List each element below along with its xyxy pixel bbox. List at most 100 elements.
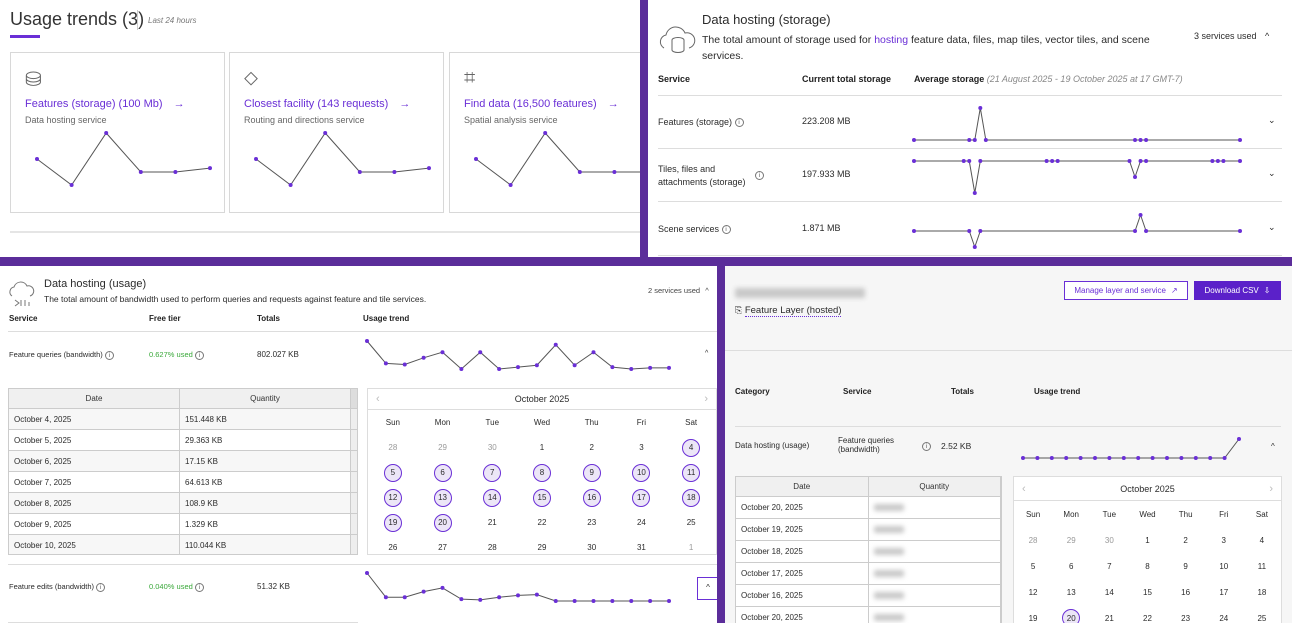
layer-type-link[interactable]: ⎘ Feature Layer (hosted) <box>735 305 842 317</box>
calendar-day[interactable]: 21 <box>1090 605 1128 623</box>
info-icon[interactable]: i <box>721 225 731 235</box>
scrollbar-track[interactable] <box>351 409 357 429</box>
calendar-day[interactable]: 12 <box>368 485 418 510</box>
calendar-day[interactable]: 19 <box>1014 605 1052 623</box>
calendar-day[interactable]: 31 <box>617 535 667 560</box>
manage-layer-button[interactable]: Manage layer and service ↗ <box>1064 281 1188 300</box>
calendar-day[interactable]: 29 <box>517 535 567 560</box>
services-used-toggle[interactable]: 2 services used ^ <box>648 286 709 295</box>
calendar-day[interactable]: 5 <box>1014 553 1052 579</box>
calendar-day[interactable]: 9 <box>1167 553 1205 579</box>
calendar-day[interactable]: 16 <box>567 485 617 510</box>
prev-month-button[interactable]: ‹ <box>1022 483 1026 495</box>
calendar-day[interactable]: 8 <box>517 460 567 485</box>
chevron-down-icon[interactable]: ⌄ <box>1268 222 1276 232</box>
next-month-button[interactable]: › <box>704 393 708 405</box>
info-icon[interactable]: i <box>755 171 764 180</box>
calendar-day[interactable]: 10 <box>1205 553 1243 579</box>
scrollbar[interactable] <box>351 389 357 408</box>
info-icon[interactable]: i <box>194 350 204 360</box>
calendar-day[interactable]: 21 <box>467 510 517 535</box>
calendar-day[interactable]: 1 <box>517 435 567 460</box>
card-title-link[interactable]: Features (storage) (100 Mb) → <box>25 98 185 110</box>
calendar-day[interactable]: 18 <box>1243 579 1281 605</box>
calendar-day[interactable]: 23 <box>567 510 617 535</box>
chevron-down-icon[interactable]: ⌄ <box>1268 115 1276 125</box>
calendar-day[interactable]: 11 <box>666 460 716 485</box>
calendar-day[interactable]: 6 <box>1052 553 1090 579</box>
calendar-day[interactable]: 15 <box>517 485 567 510</box>
calendar-day[interactable]: 23 <box>1167 605 1205 623</box>
info-icon[interactable]: i <box>922 442 931 451</box>
download-csv-button[interactable]: Download CSV ⇩ <box>1194 281 1281 300</box>
calendar-day[interactable]: 18 <box>666 485 716 510</box>
chevron-up-icon[interactable]: ^ <box>705 350 709 357</box>
calendar-day[interactable]: 9 <box>567 460 617 485</box>
calendar-day[interactable]: 28 <box>467 535 517 560</box>
scrollbar-track[interactable] <box>351 430 357 450</box>
calendar-day[interactable]: 1 <box>1128 527 1166 553</box>
calendar-day[interactable]: 14 <box>1090 579 1128 605</box>
calendar-day[interactable]: 25 <box>1243 605 1281 623</box>
calendar-day[interactable]: 30 <box>467 435 517 460</box>
collapse-button[interactable]: ^ <box>697 577 717 600</box>
scrollbar-track[interactable] <box>351 514 357 534</box>
calendar-day[interactable]: 17 <box>617 485 667 510</box>
calendar-day[interactable]: 19 <box>368 510 418 535</box>
calendar-day[interactable]: 13 <box>418 485 468 510</box>
calendar-day[interactable]: 28 <box>1014 527 1052 553</box>
usage-card[interactable]: ⛁ Features (storage) (100 Mb) → Data hos… <box>10 52 225 213</box>
calendar-day[interactable]: 30 <box>567 535 617 560</box>
scrollbar-track[interactable] <box>351 472 357 492</box>
prev-month-button[interactable]: ‹ <box>376 393 380 405</box>
calendar-day[interactable]: 12 <box>1014 579 1052 605</box>
calendar-day[interactable]: 20 <box>418 510 468 535</box>
calendar-day[interactable]: 5 <box>368 460 418 485</box>
calendar-day[interactable]: 24 <box>617 510 667 535</box>
calendar-day[interactable]: 6 <box>418 460 468 485</box>
calendar-day[interactable]: 14 <box>467 485 517 510</box>
calendar-day[interactable]: 8 <box>1128 553 1166 579</box>
info-icon[interactable]: i <box>734 118 744 128</box>
next-month-button[interactable]: › <box>1269 483 1273 495</box>
calendar-day[interactable]: 11 <box>1243 553 1281 579</box>
scrollbar-track[interactable] <box>351 451 357 471</box>
calendar-day[interactable]: 27 <box>418 535 468 560</box>
usage-card[interactable]: ⌗ Find data (16,500 features) → Spatial … <box>449 52 640 213</box>
scrollbar-track[interactable] <box>351 535 357 554</box>
calendar-day[interactable]: 1 <box>666 535 716 560</box>
calendar-day[interactable]: 4 <box>666 435 716 460</box>
chevron-down-icon[interactable]: ⌄ <box>1268 168 1276 178</box>
hosting-link[interactable]: hosting <box>874 34 909 46</box>
calendar-day[interactable]: 22 <box>517 510 567 535</box>
calendar-day[interactable]: 29 <box>418 435 468 460</box>
calendar-day[interactable]: 3 <box>1205 527 1243 553</box>
services-used-toggle[interactable]: 3 services used ^ <box>1194 31 1269 41</box>
calendar-day[interactable]: 7 <box>1090 553 1128 579</box>
chevron-up-icon[interactable]: ^ <box>1271 442 1275 451</box>
calendar-day[interactable]: 7 <box>467 460 517 485</box>
info-icon[interactable]: i <box>104 350 114 360</box>
calendar-day[interactable]: 3 <box>617 435 667 460</box>
calendar-day[interactable]: 2 <box>567 435 617 460</box>
scrollbar-track[interactable] <box>351 493 357 513</box>
info-icon[interactable]: i <box>96 582 106 592</box>
usage-card[interactable]: ⬦ Closest facility (143 requests) → Rout… <box>229 52 444 213</box>
calendar-day[interactable]: 10 <box>617 460 667 485</box>
calendar-day[interactable]: 13 <box>1052 579 1090 605</box>
calendar-day[interactable]: 2 <box>1167 527 1205 553</box>
calendar-day[interactable]: 20 <box>1052 605 1090 623</box>
calendar-day[interactable]: 16 <box>1167 579 1205 605</box>
calendar-day[interactable]: 26 <box>368 535 418 560</box>
calendar-day[interactable]: 22 <box>1128 605 1166 623</box>
calendar-day[interactable]: 24 <box>1205 605 1243 623</box>
calendar-day[interactable]: 4 <box>1243 527 1281 553</box>
calendar-day[interactable]: 28 <box>368 435 418 460</box>
calendar-day[interactable]: 29 <box>1052 527 1090 553</box>
calendar-day[interactable]: 15 <box>1128 579 1166 605</box>
info-icon[interactable]: i <box>194 582 204 592</box>
calendar-day[interactable]: 17 <box>1205 579 1243 605</box>
card-title-link[interactable]: Closest facility (143 requests) → <box>244 98 411 110</box>
calendar-day[interactable]: 25 <box>666 510 716 535</box>
calendar-day[interactable]: 30 <box>1090 527 1128 553</box>
